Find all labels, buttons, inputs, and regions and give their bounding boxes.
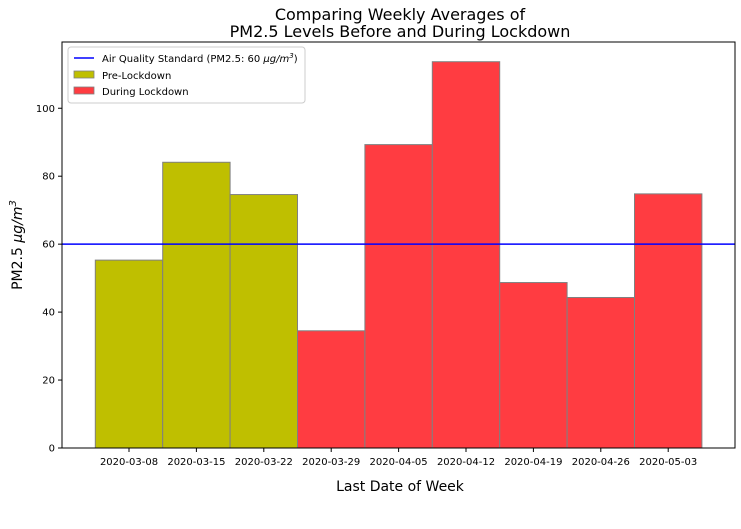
y-tick-label-20: 20	[42, 376, 55, 387]
bar-during-lockdown-2020-04-05	[364, 144, 433, 449]
y-tick-label-0: 0	[49, 444, 55, 455]
x-tick-label-2020-03-29: 2020-03-29	[302, 457, 360, 468]
y-axis-label-unit: μg/m	[10, 206, 26, 243]
x-tick-label-2020-03-22: 2020-03-22	[235, 457, 293, 468]
y-tick-label-40: 40	[42, 308, 55, 319]
bar-during-lockdown-2020-04-12	[431, 61, 501, 449]
legend-standard-exp: 3	[289, 52, 293, 60]
legend-standard-unit: μg/m	[262, 54, 289, 65]
legend-label-during-lockdown: During Lockdown	[102, 87, 189, 98]
legend: Air Quality Standard (PM2.5: 60 μg/m3) P…	[67, 46, 306, 104]
y-axis-label: PM2.5 μg/m3	[8, 200, 26, 290]
y-tick-label-100: 100	[36, 104, 55, 115]
y-axis-label-exponent: 3	[8, 200, 19, 206]
x-tick-label-2020-05-03: 2020-05-03	[639, 457, 697, 468]
x-axis-label: Last Date of Week	[336, 479, 465, 495]
y-axis-ticks: 0 20 40 60 80 100	[36, 104, 62, 455]
x-tick-label-2020-04-19: 2020-04-19	[504, 457, 562, 468]
legend-swatch-during-lockdown	[73, 86, 95, 95]
legend-standard-prefix: Air Quality Standard (PM2.5: 60	[102, 54, 263, 65]
chart-title-line-2: PM2.5 Levels Before and During Lockdown	[230, 22, 571, 41]
bar-during-lockdown-2020-04-19	[499, 282, 568, 449]
x-axis-ticks: 2020-03-08 2020-03-15 2020-03-22 2020-03-29…	[100, 448, 697, 468]
y-axis-label-main: PM2.5	[10, 243, 26, 290]
bar-during-lockdown-2020-04-26	[566, 296, 635, 449]
legend-swatch-pre-lockdown	[73, 70, 95, 79]
x-tick-label-2020-03-08: 2020-03-08	[100, 457, 158, 468]
x-tick-label-2020-03-15: 2020-03-15	[167, 457, 225, 468]
bar-during-lockdown-2020-05-03	[634, 193, 703, 449]
y-tick-label-80: 80	[42, 172, 55, 183]
chart-title-line-1: Comparing Weekly Averages of	[275, 5, 526, 24]
x-tick-label-2020-04-05: 2020-04-05	[370, 457, 428, 468]
bar-pre-lockdown-2020-03-22	[229, 194, 299, 449]
bar-pre-lockdown-2020-03-15	[162, 161, 231, 449]
legend-label-pre-lockdown: Pre-Lockdown	[102, 71, 171, 82]
bar-during-lockdown-2020-03-29	[297, 330, 366, 449]
legend-box	[67, 46, 306, 104]
legend-standard-suffix: )	[294, 54, 298, 65]
x-tick-label-2020-04-26: 2020-04-26	[572, 457, 630, 468]
bars-group	[94, 61, 703, 449]
bar-pre-lockdown-2020-03-08	[94, 259, 164, 449]
x-tick-label-2020-04-12: 2020-04-12	[437, 457, 495, 468]
legend-label-standard: Air Quality Standard (PM2.5: 60 μg/m3)	[102, 52, 298, 65]
y-tick-label-60: 60	[42, 240, 55, 251]
